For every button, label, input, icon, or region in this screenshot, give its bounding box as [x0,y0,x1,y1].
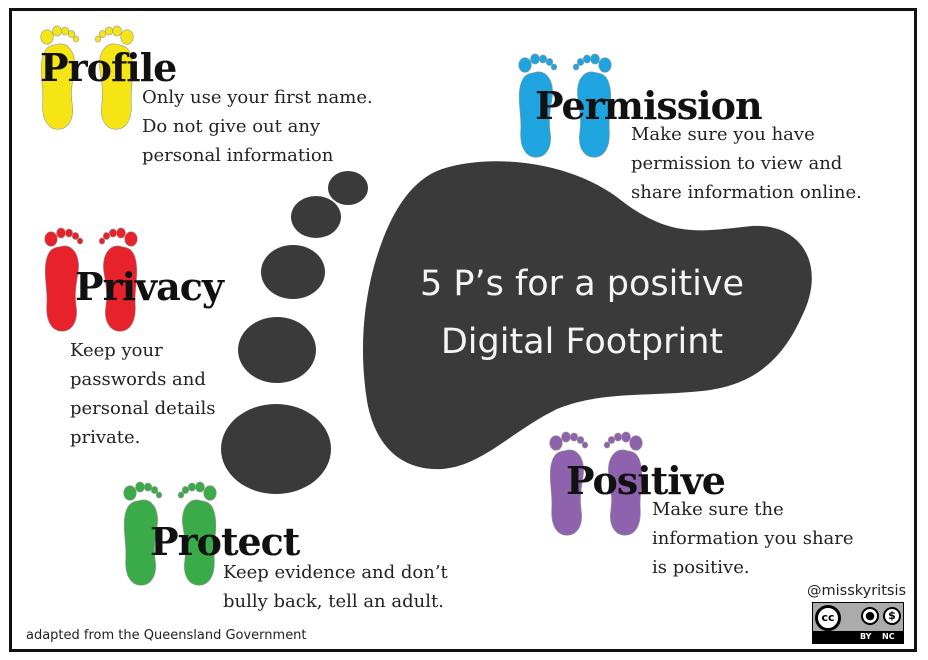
privacy-heading: Privacy [75,264,224,309]
source-credit: adapted from the Queensland Government [26,628,307,643]
protect-heading: Protect [150,519,300,564]
cc-license-badge: cc ● $ BY NC [812,602,904,644]
large-footprint-toe-4 [291,196,341,238]
positive-heading: Positive [566,458,726,503]
privacy-line-1: Keep your [70,340,163,361]
permission-line-2: permission to view and [631,153,843,174]
poster-title-line-2: Digital Footprint [440,322,724,362]
permission-description: Make sure you have permission to view an… [631,120,862,207]
author-handle: @misskyritsis [807,583,907,599]
permission-line-1: Make sure you have [631,124,815,145]
protect-description: Keep evidence and don’t bully back, tell… [223,558,448,616]
privacy-line-3: personal details [70,398,216,419]
permission-heading: Permission [535,83,763,128]
profile-line-1: Only use your first name. [142,87,373,108]
large-footprint-sole [362,161,812,470]
protect-line-1: Keep evidence and don’t [223,562,448,583]
poster-frame: 5 P’s for a positive Digital Footprint P… [9,8,917,652]
profile-heading: Profile [40,45,177,90]
profile-description: Only use your first name. Do not give ou… [142,83,373,170]
attribution-icon: ● [861,607,879,625]
large-footprint-toe-1 [221,404,331,494]
noncommercial-icon: $ [883,607,901,625]
positive-line-3: is positive. [652,557,750,578]
privacy-description: Keep your passwords and personal details… [70,336,216,452]
cc-icon: cc [815,605,841,631]
license-nc-label: NC [882,632,895,641]
profile-line-2: Do not give out any [142,116,321,137]
privacy-line-2: passwords and [70,369,206,390]
positive-description: Make sure the information you share is p… [652,495,854,582]
license-by-label: BY [860,632,872,641]
protect-line-2: bully back, tell an adult. [223,591,444,612]
large-footprint [221,161,812,494]
large-footprint-toe-3 [261,245,325,299]
profile-line-3: personal information [142,145,334,166]
positive-line-1: Make sure the [652,499,784,520]
poster-title-line-1: 5 P’s for a positive [419,264,745,304]
privacy-line-4: private. [70,427,141,448]
large-footprint-toe-2 [238,317,316,383]
positive-line-2: information you share [652,528,854,549]
poster-title: 5 P’s for a positive Digital Footprint [372,255,792,371]
permission-line-3: share information online. [631,182,862,203]
license-label-bar: BY NC [813,631,903,643]
large-footprint-toe-5 [328,171,368,205]
